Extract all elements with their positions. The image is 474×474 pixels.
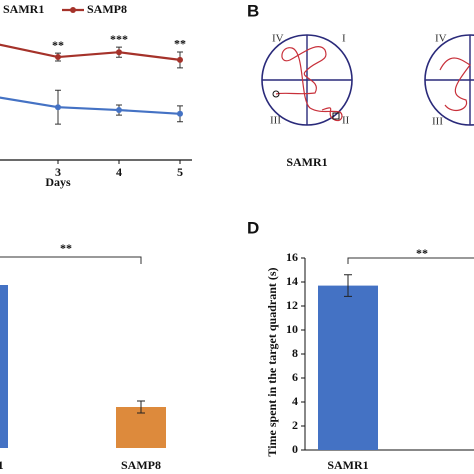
point	[177, 110, 183, 117]
quadrant-label: II	[342, 115, 350, 127]
error-bar	[137, 400, 145, 414]
point	[55, 54, 61, 61]
caption: SAMR1	[286, 155, 327, 169]
panel-b: B IV I III II IV III SAMR1	[247, 1, 474, 169]
start	[272, 90, 280, 98]
point	[116, 107, 122, 114]
annotation: **	[174, 37, 186, 51]
point	[116, 49, 122, 56]
quadrant-label: I	[342, 33, 346, 45]
annotation: **	[52, 38, 64, 52]
x-tick-label: 4	[116, 165, 122, 179]
significance-bracket	[0, 256, 142, 264]
x-tick-label: SAMR1	[0, 458, 4, 472]
x-tick-label: SAMR1	[327, 458, 368, 472]
quadrant-label: IV	[272, 33, 284, 45]
platform	[332, 112, 340, 120]
x-tick-label: 5	[177, 165, 183, 179]
point	[55, 104, 61, 111]
panel-letter: D	[247, 218, 259, 237]
bar	[116, 407, 166, 448]
point	[177, 56, 183, 63]
significance-bracket	[347, 257, 474, 264]
annotation: ***	[110, 32, 128, 46]
y-tick-label: 6	[292, 370, 298, 384]
quadrant-label: IV	[435, 33, 447, 45]
y-tick-label: 14	[286, 274, 298, 288]
x-tick-label: SAMP8	[121, 458, 161, 472]
x-tick-label: 3	[55, 165, 61, 179]
quadrant-label: III	[270, 115, 281, 127]
swim-path	[275, 46, 343, 122]
swim-path	[439, 57, 471, 112]
line	[0, 43, 181, 61]
y-tick-label: 16	[286, 250, 298, 264]
legend-label: SAMP8	[87, 2, 127, 16]
x-axis-label: Days	[45, 175, 71, 189]
y-tick-label: 0	[292, 442, 298, 456]
y-tick-label: 10	[286, 322, 298, 336]
y-tick-label: 12	[286, 298, 298, 312]
y-tick-label: 8	[292, 346, 298, 360]
y-tick-label: 2	[292, 418, 298, 432]
legend-label: SAMR1	[3, 2, 44, 16]
error-bar	[344, 274, 352, 297]
bar	[318, 285, 378, 450]
panel-letter: B	[247, 1, 259, 20]
legend-marker	[70, 7, 76, 13]
y-axis-label: Time spent in the target quadrant (s)	[265, 267, 279, 456]
bar	[0, 285, 8, 448]
significance: **	[416, 246, 428, 260]
significance: **	[60, 241, 72, 255]
y-tick-label: 4	[292, 394, 298, 408]
line	[0, 96, 181, 115]
quadrant-label: III	[432, 116, 443, 128]
